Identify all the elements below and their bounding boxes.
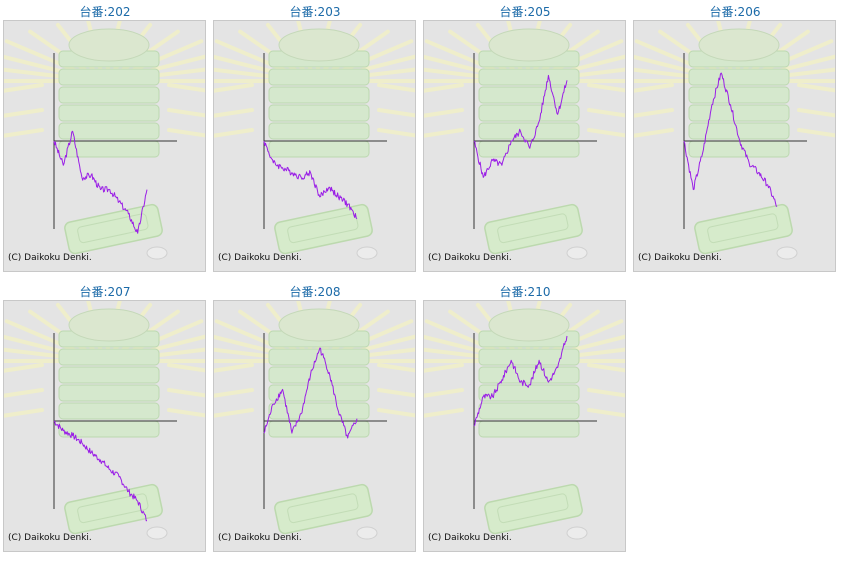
background-art — [214, 301, 415, 540]
copyright-text: (C) Daikoku Denki. — [8, 533, 92, 543]
chart-cell: 台番:210 (C) Daikoku Denki. — [420, 280, 630, 560]
chart-title[interactable]: 台番:205 — [499, 5, 551, 19]
series-line — [263, 347, 358, 439]
chart-svg — [424, 301, 625, 540]
chart-panel: (C) Daikoku Denki. — [3, 300, 206, 552]
background-art — [4, 21, 205, 260]
chart-panel: (C) Daikoku Denki. — [423, 300, 626, 552]
copyright-text: (C) Daikoku Denki. — [218, 533, 302, 543]
chart-panel: (C) Daikoku Denki. — [423, 20, 626, 272]
chart-cell: 台番:208 (C) Daikoku Denki. — [210, 280, 420, 560]
chart-title[interactable]: 台番:202 — [79, 5, 131, 19]
series-line — [263, 140, 358, 220]
background-art — [424, 21, 625, 260]
chart-cell: 台番:206 (C) Daikoku Denki. — [630, 0, 840, 280]
copyright-text: (C) Daikoku Denki. — [8, 253, 92, 263]
copyright-text: (C) Daikoku Denki. — [428, 253, 512, 263]
copyright-text: (C) Daikoku Denki. — [638, 253, 722, 263]
series-line — [683, 72, 778, 208]
chart-title[interactable]: 台番:210 — [499, 285, 551, 299]
series-line — [473, 335, 568, 427]
chart-title[interactable]: 台番:207 — [79, 285, 131, 299]
copyright-text: (C) Daikoku Denki. — [428, 533, 512, 543]
chart-svg — [214, 21, 415, 260]
background-art — [214, 21, 415, 260]
chart-svg — [424, 21, 625, 260]
chart-panel: (C) Daikoku Denki. — [3, 20, 206, 272]
chart-cell: 台番:202 (C) Daikoku Denki. — [0, 0, 210, 280]
chart-cell: 台番:207 (C) Daikoku Denki. — [0, 280, 210, 560]
chart-title[interactable]: 台番:208 — [289, 285, 341, 299]
series-line — [53, 420, 148, 522]
series-line — [473, 74, 568, 178]
chart-svg — [634, 21, 835, 260]
chart-title[interactable]: 台番:203 — [289, 5, 341, 19]
chart-cell: 台番:203 (C) Daikoku Denki. — [210, 0, 420, 280]
chart-svg — [214, 301, 415, 540]
background-art — [4, 301, 205, 540]
chart-panel: (C) Daikoku Denki. — [633, 20, 836, 272]
background-art — [634, 21, 835, 260]
chart-panel: (C) Daikoku Denki. — [213, 20, 416, 272]
chart-title[interactable]: 台番:206 — [709, 5, 761, 19]
series-line — [53, 130, 148, 234]
chart-svg — [4, 21, 205, 260]
chart-panel: (C) Daikoku Denki. — [213, 300, 416, 552]
chart-svg — [4, 301, 205, 540]
copyright-text: (C) Daikoku Denki. — [218, 253, 302, 263]
background-art — [424, 301, 625, 540]
chart-cell: 台番:205 (C) Daikoku Denki. — [420, 0, 630, 280]
